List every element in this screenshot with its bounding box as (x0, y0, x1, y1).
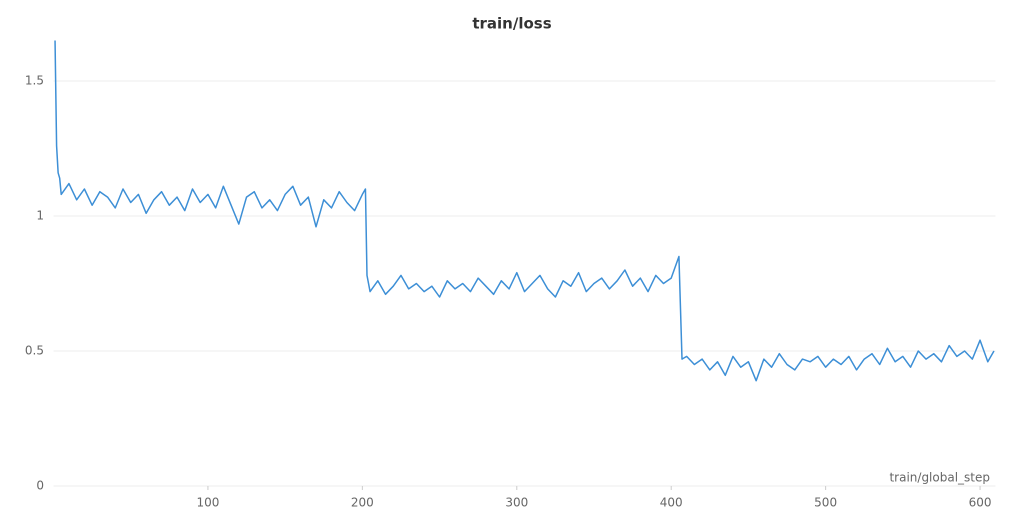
x-tick-label: 100 (196, 496, 219, 510)
x-tick-label: 300 (505, 496, 528, 510)
y-tick-label: 1.5 (25, 74, 44, 88)
x-tick-label: 500 (814, 496, 837, 510)
x-tick-label: 600 (969, 496, 992, 510)
y-tick-label: 0.5 (25, 344, 44, 358)
x-tick-label: 400 (660, 496, 683, 510)
loss-line (54, 40, 995, 382)
x-tick-label: 200 (351, 496, 374, 510)
y-tick-label: 0 (36, 479, 44, 493)
chart-title: train/loss (472, 15, 551, 33)
y-tick-label: 1 (36, 209, 44, 223)
x-axis-label: train/global_step (889, 471, 990, 485)
